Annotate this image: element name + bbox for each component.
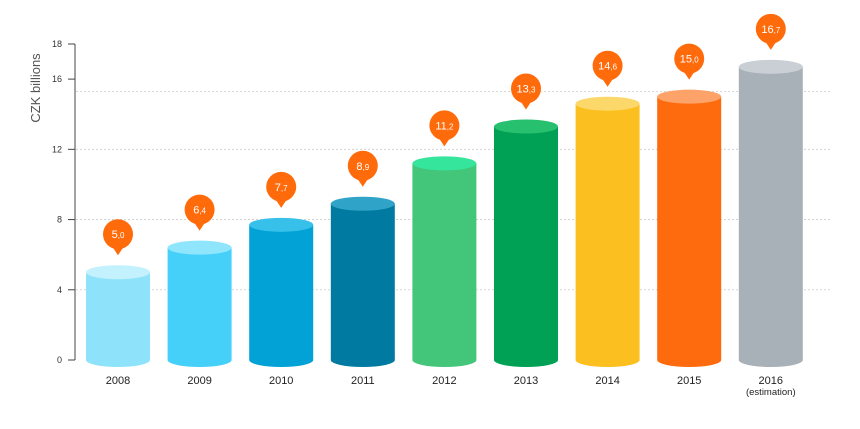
x-tick-label: 2016 bbox=[759, 375, 783, 387]
data-label-int: 13 bbox=[517, 84, 529, 96]
bar bbox=[330, 203, 395, 360]
bar-group: 11,2 2012 bbox=[412, 110, 477, 387]
data-label: 13,3 bbox=[517, 84, 536, 96]
data-label-int: 7 bbox=[275, 182, 281, 194]
x-tick-sublabel: (estimation) bbox=[746, 387, 796, 398]
y-tick-label: 4 bbox=[57, 285, 62, 295]
value-badge bbox=[266, 171, 297, 202]
bar-group: 15,0 2015 bbox=[657, 43, 722, 387]
y-tick-label: 16 bbox=[52, 74, 62, 84]
data-label-int: 14 bbox=[598, 61, 610, 73]
bar-bottom bbox=[412, 353, 477, 367]
data-label-int: 6 bbox=[193, 205, 199, 217]
bar bbox=[575, 103, 640, 360]
x-tick-label: 2013 bbox=[514, 375, 538, 387]
x-tick-label: 2010 bbox=[269, 375, 293, 387]
bar-top bbox=[494, 119, 558, 134]
bar-group: 14,6 2014 bbox=[575, 50, 640, 387]
bar-bottom bbox=[494, 353, 558, 367]
data-label-dec: ,4 bbox=[199, 207, 206, 216]
y-tick-label: 18 bbox=[52, 39, 62, 49]
data-label: 15,0 bbox=[680, 54, 699, 66]
bar bbox=[738, 66, 803, 361]
bar-top bbox=[330, 196, 395, 211]
value-badge bbox=[184, 194, 215, 225]
data-label: 6,4 bbox=[193, 205, 206, 217]
bar bbox=[657, 96, 722, 361]
bar-group: 5,0 2008 bbox=[86, 219, 150, 387]
bar bbox=[249, 224, 314, 360]
bar-bottom bbox=[575, 353, 640, 367]
x-tick-label: 2009 bbox=[187, 375, 211, 387]
bar-top bbox=[575, 96, 640, 111]
x-tick-label: 2015 bbox=[677, 375, 701, 387]
bar-top bbox=[412, 156, 477, 171]
bar-top bbox=[167, 240, 232, 255]
x-tick-label: 2008 bbox=[106, 375, 130, 387]
value-badge bbox=[429, 110, 460, 141]
y-tick-label: 8 bbox=[57, 215, 62, 225]
bar-bottom bbox=[86, 353, 150, 367]
bar-top bbox=[657, 89, 722, 104]
bar bbox=[494, 126, 558, 360]
data-label-int: 16 bbox=[761, 24, 773, 36]
data-label-dec: ,7 bbox=[774, 26, 781, 35]
bar bbox=[86, 272, 150, 360]
bar bbox=[167, 247, 232, 360]
value-badge bbox=[592, 50, 623, 81]
bar-top bbox=[86, 265, 150, 280]
x-tick-label: 2011 bbox=[351, 375, 375, 387]
bar-top bbox=[738, 59, 803, 74]
data-label-dec: ,9 bbox=[363, 163, 370, 172]
y-axis-label: CZK billions bbox=[28, 53, 43, 123]
data-label-dec: ,6 bbox=[610, 63, 617, 72]
data-label: 11,2 bbox=[435, 120, 454, 132]
data-label-dec: ,3 bbox=[529, 86, 536, 95]
x-tick-label: 2014 bbox=[595, 375, 619, 387]
value-badge bbox=[755, 13, 786, 44]
x-tick-label: 2012 bbox=[432, 375, 456, 387]
data-label-int: 11 bbox=[435, 120, 446, 132]
data-label-dec: ,7 bbox=[281, 184, 288, 193]
data-label-dec: ,0 bbox=[118, 231, 125, 240]
data-label-dec: ,0 bbox=[692, 56, 699, 65]
data-label: 16,7 bbox=[761, 24, 780, 36]
bar-top bbox=[249, 217, 314, 232]
y-tick-label: 0 bbox=[57, 355, 62, 365]
bar-group: 8,9 2011 bbox=[330, 150, 395, 387]
value-badge bbox=[674, 43, 705, 74]
bar bbox=[412, 163, 477, 360]
bar-group: 13,3 2013 bbox=[494, 73, 558, 387]
data-label-int: 8 bbox=[356, 161, 362, 173]
bar-bottom bbox=[738, 353, 803, 367]
data-label-int: 5 bbox=[112, 229, 118, 241]
value-badge bbox=[347, 150, 378, 181]
bar-group: 16,7 2016(estimation) bbox=[738, 13, 803, 398]
data-label: 8,9 bbox=[356, 161, 369, 173]
value-badge bbox=[103, 219, 133, 250]
data-label: 14,6 bbox=[598, 61, 617, 73]
value-badge bbox=[511, 73, 541, 104]
bar-bottom bbox=[657, 353, 722, 367]
data-label: 5,0 bbox=[112, 229, 125, 241]
data-label-int: 15 bbox=[680, 54, 692, 66]
bar-bottom bbox=[249, 353, 314, 367]
bar-bottom bbox=[330, 353, 395, 367]
data-label: 7,7 bbox=[275, 182, 288, 194]
bar-bottom bbox=[167, 353, 232, 367]
y-tick-label: 12 bbox=[52, 144, 62, 154]
bar-group: 6,4 2009 bbox=[167, 194, 232, 387]
data-label-dec: ,2 bbox=[447, 122, 454, 131]
bar-group: 7,7 2010 bbox=[249, 171, 314, 387]
